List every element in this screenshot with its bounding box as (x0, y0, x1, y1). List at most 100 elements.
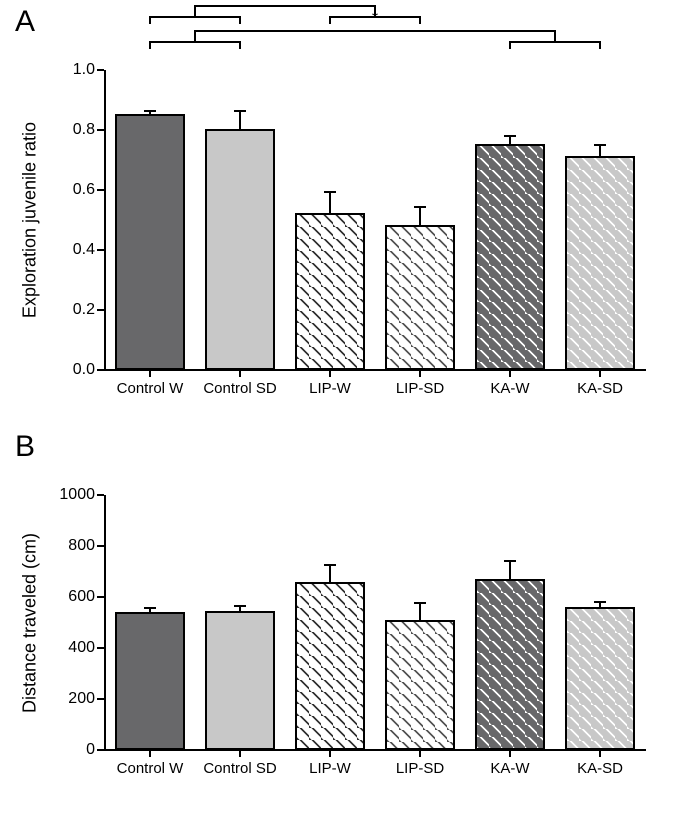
bar-3 (385, 225, 455, 371)
sig-text: * (372, 10, 378, 28)
y-tick-label: 200 (68, 690, 95, 708)
bar-4 (475, 144, 545, 371)
sig-connector (554, 30, 556, 41)
x-tick-label: KA-W (490, 380, 529, 397)
x-tick (419, 370, 421, 377)
panel-label-b: B (15, 430, 35, 464)
x-tick (599, 750, 601, 757)
error-bar-cap (504, 135, 516, 137)
y-tick-label: 400 (68, 639, 95, 657)
sig-main-h (195, 30, 555, 32)
bar-1 (205, 611, 275, 750)
sig-sub-h (510, 41, 600, 43)
error-bar-cap (234, 110, 246, 112)
sig-sub-drop (149, 41, 151, 49)
x-tick-label: Control W (117, 380, 184, 397)
x-tick (149, 750, 151, 757)
sig-sub-drop (419, 16, 421, 24)
y-axis (104, 495, 106, 750)
y-tick-label: 0.4 (73, 241, 95, 259)
x-tick-label: LIP-W (309, 760, 351, 777)
x-tick-label: Control SD (203, 380, 276, 397)
sig-sub-drop (239, 16, 241, 24)
y-axis-title: Distance traveled (cm) (20, 532, 41, 712)
x-tick (239, 750, 241, 757)
error-bar-stem (509, 561, 511, 579)
y-tick (97, 494, 104, 496)
bar-3 (385, 620, 455, 750)
bar-hatch (297, 584, 363, 748)
error-bar-stem (599, 145, 601, 156)
x-tick-label: Control SD (203, 760, 276, 777)
y-tick (97, 545, 104, 547)
sig-text: *** (276, 0, 295, 3)
sig-sub-drop (329, 16, 331, 24)
y-axis-title: Exploration juvenile ratio (20, 122, 41, 318)
error-bar-cap (234, 605, 246, 607)
sig-connector (194, 30, 196, 41)
y-tick (97, 249, 104, 251)
sig-sub-drop (149, 16, 151, 24)
sig-sub-drop (599, 41, 601, 49)
bar-hatch (387, 227, 453, 369)
sig-sub-h (150, 16, 240, 18)
y-tick-label: 0 (86, 741, 95, 759)
y-tick-label: 0.8 (73, 121, 95, 139)
x-tick (329, 370, 331, 377)
x-tick-label: KA-W (490, 760, 529, 777)
y-tick (97, 129, 104, 131)
x-tick-label: LIP-W (309, 380, 351, 397)
y-tick (97, 369, 104, 371)
x-tick (149, 370, 151, 377)
x-tick-label: KA-SD (577, 760, 623, 777)
panel-label-a: A (15, 5, 35, 39)
bar-1 (205, 129, 275, 371)
x-tick (419, 750, 421, 757)
error-bar-stem (239, 111, 241, 129)
sig-sub-drop (509, 41, 511, 49)
error-bar-cap (594, 144, 606, 146)
error-bar-cap (144, 110, 156, 112)
error-bar-cap (144, 607, 156, 609)
y-tick (97, 69, 104, 71)
sig-main-h (195, 5, 375, 7)
x-tick (599, 370, 601, 377)
sig-sub-drop (239, 41, 241, 49)
y-tick-label: 1.0 (73, 61, 95, 79)
y-tick-label: 600 (68, 588, 95, 606)
bar-0 (115, 612, 185, 750)
bar-2 (295, 213, 365, 371)
y-tick (97, 189, 104, 191)
error-bar-cap (414, 206, 426, 208)
y-tick-label: 800 (68, 537, 95, 555)
x-tick-label: LIP-SD (396, 380, 444, 397)
chart-chartB: 02004006008001000Distance traveled (cm)C… (105, 495, 645, 750)
bar-5 (565, 156, 635, 371)
bar-hatch (387, 622, 453, 748)
y-tick-label: 1000 (59, 486, 95, 504)
x-tick-label: KA-SD (577, 380, 623, 397)
error-bar-cap (414, 602, 426, 604)
y-tick (97, 647, 104, 649)
y-tick-label: 0.2 (73, 301, 95, 319)
y-tick (97, 698, 104, 700)
y-tick (97, 596, 104, 598)
bar-hatch (477, 581, 543, 748)
error-bar-stem (419, 603, 421, 620)
bar-2 (295, 582, 365, 750)
y-tick (97, 309, 104, 311)
y-axis (104, 70, 106, 370)
x-tick (329, 750, 331, 757)
x-tick (239, 370, 241, 377)
bar-hatch (567, 609, 633, 748)
y-tick-label: 0.6 (73, 181, 95, 199)
bar-4 (475, 579, 545, 750)
bar-hatch (567, 158, 633, 369)
bar-5 (565, 607, 635, 750)
x-tick-label: LIP-SD (396, 760, 444, 777)
error-bar-stem (419, 207, 421, 225)
bar-0 (115, 114, 185, 371)
y-tick (97, 749, 104, 751)
x-tick-label: Control W (117, 760, 184, 777)
chart-chartA: 0.00.20.40.60.81.0Exploration juvenile r… (105, 70, 645, 370)
